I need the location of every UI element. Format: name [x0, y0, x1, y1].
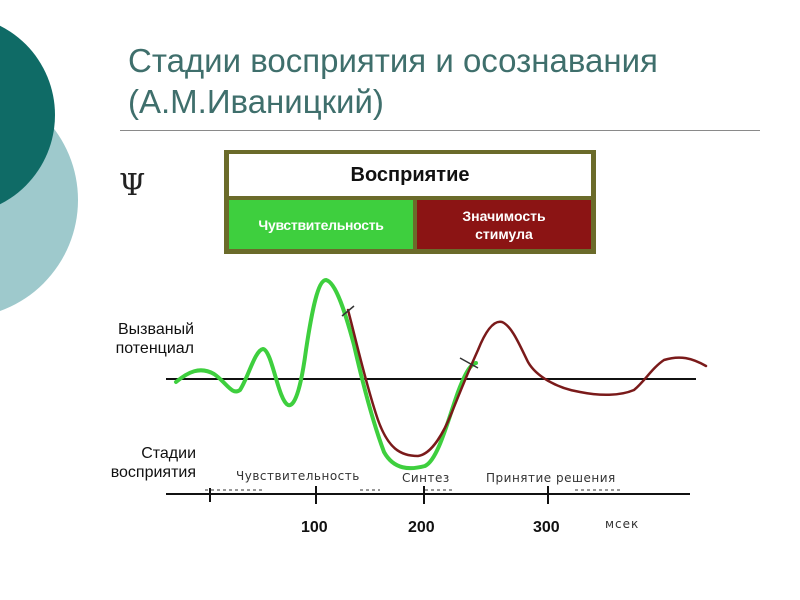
perception-box: Восприятие Чувствительность Значимость с… [224, 150, 596, 254]
perception-header: Восприятие [229, 154, 591, 196]
significance-line-1: Значимость [462, 207, 546, 224]
stages-label-line-2: восприятия [110, 464, 196, 481]
stage-sensitivity: Чувствительность [236, 469, 360, 483]
stages-label: Стадии восприятия [90, 444, 196, 482]
page-title: Стадии восприятия и осознавания (А.М.Ива… [128, 40, 768, 122]
stage-synthesis: Синтез [402, 471, 450, 485]
curve-marker [341, 305, 355, 317]
title-divider [120, 130, 760, 131]
stage-decision: Принятие решения [486, 471, 616, 485]
significance-line-2: стимула [475, 225, 533, 242]
evoked-label-line-2: потенциал [115, 340, 194, 357]
curve-marker [459, 357, 479, 369]
significance-curve [346, 308, 708, 458]
sensitivity-curve [174, 278, 478, 471]
time-unit: мсек [605, 517, 640, 531]
stages-label-line-1: Стадии [141, 445, 196, 462]
evoked-potential-label: Вызваный потенциал [90, 320, 194, 358]
title-line-2: (А.М.Иваницкий) [128, 83, 384, 120]
psi-symbol: Ψ [119, 168, 146, 203]
stimulus-significance-cell: Значимость стимула [417, 200, 591, 249]
tick-label-300: 300 [533, 519, 560, 536]
tick-label-200: 200 [408, 519, 435, 536]
sensitivity-cell: Чувствительность [229, 200, 413, 249]
evoked-label-line-1: Вызваный [118, 321, 194, 338]
tick-label-100: 100 [301, 519, 328, 536]
decorative-circles [0, 25, 78, 311]
title-line-1: Стадии восприятия и осознавания [128, 42, 658, 79]
